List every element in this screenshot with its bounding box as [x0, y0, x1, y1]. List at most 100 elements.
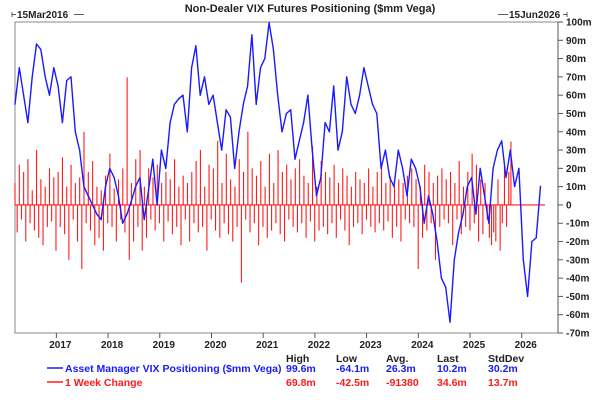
asset-manager-point — [173, 103, 175, 105]
asset-manager-point — [246, 85, 249, 87]
asset-manager-point — [44, 76, 46, 78]
asset-manager-point — [531, 240, 533, 243]
asset-manager-point — [311, 149, 313, 151]
y-tick-label: -20m — [566, 237, 589, 248]
x-tick-label: 2023 — [359, 340, 382, 351]
asset-manager-point — [518, 167, 520, 169]
asset-manager-point — [40, 48, 42, 51]
asset-manager-point — [100, 218, 102, 221]
y-tick-label: 60m — [566, 91, 586, 102]
y-tick-label: -40m — [566, 274, 589, 285]
asset-manager-point — [539, 185, 542, 187]
stats-value-asset-manager: -64.1m — [336, 363, 369, 375]
legend-label-asset-manager[interactable]: Asset Manager VIX Positioning ($mm Vega) — [65, 363, 281, 375]
y-tick-label: 10m — [566, 182, 586, 193]
y-tick-label: 90m — [566, 36, 586, 47]
asset-manager-point — [91, 204, 94, 206]
asset-manager-point — [445, 286, 447, 288]
asset-manager-point — [182, 94, 184, 96]
end-date-label: 15Jun2026 — [509, 10, 561, 21]
x-tick-label: 2019 — [153, 340, 176, 351]
asset-manager-point — [199, 94, 201, 96]
asset-manager-point — [315, 195, 318, 197]
stats-value-asset-manager: 26.3m — [386, 363, 416, 375]
asset-manager-point — [354, 112, 356, 115]
asset-manager-point — [393, 186, 395, 188]
stats-value-week-change: 34.6m — [437, 377, 467, 389]
legend-label-week-change[interactable]: 1 Week Change — [65, 377, 143, 389]
asset-manager-point — [104, 186, 107, 188]
x-tick-label: 2018 — [101, 340, 124, 351]
asset-manager-point — [449, 321, 451, 323]
asset-manager-point — [139, 176, 141, 179]
asset-manager-point — [165, 167, 167, 169]
y-tick-label: -60m — [566, 310, 589, 321]
asset-manager-point — [488, 222, 490, 224]
asset-manager-point — [66, 79, 68, 82]
stats-value-week-change: -91380 — [386, 377, 419, 389]
stats-value-week-change: 13.7m — [488, 377, 518, 389]
asset-manager-point — [492, 167, 494, 169]
asset-manager-point — [272, 48, 275, 51]
asset-manager-point — [298, 140, 300, 142]
stats-header: StdDev — [488, 353, 524, 365]
stats-value-asset-manager: 99.6m — [286, 363, 316, 375]
asset-manager-point — [389, 176, 391, 179]
asset-manager-point — [259, 67, 262, 69]
stats-value-week-change: -42.5m — [336, 377, 369, 389]
asset-manager-point — [341, 131, 343, 133]
asset-manager-point — [458, 231, 460, 233]
asset-manager-point — [414, 167, 417, 169]
asset-manager-point — [423, 222, 425, 224]
asset-manager-point — [113, 176, 115, 179]
asset-manager-point — [109, 167, 111, 169]
asset-manager-point — [35, 43, 38, 45]
stats-header: Last — [437, 353, 459, 365]
asset-manager-point — [294, 158, 296, 160]
asset-manager-point — [238, 131, 240, 133]
stats-table: High Low Avg. Last StdDev Asset Manager VIX … — [47, 353, 524, 389]
y-tick-label: -10m — [566, 219, 589, 230]
x-tick-label: 2017 — [49, 340, 72, 351]
asset-manager-points — [14, 22, 542, 323]
y-tick-label: -70m — [566, 329, 589, 340]
asset-manager-point — [169, 122, 171, 124]
asset-manager-point — [470, 176, 473, 179]
asset-manager-point — [96, 213, 98, 215]
asset-manager-point — [281, 131, 283, 133]
y-axis: 100m 90m 80m 70m 60m 50m 40m 30m 20m 10m 0 -10m -20m… — [557, 18, 592, 340]
y-tick-label: 30m — [566, 146, 586, 157]
y-tick-label: 80m — [566, 54, 586, 65]
asset-manager-point — [285, 112, 287, 115]
start-date-marker — [11, 12, 84, 17]
asset-manager-point — [440, 277, 443, 279]
x-tick-label: 2024 — [411, 340, 434, 351]
asset-manager-point — [479, 167, 481, 169]
week-change-bars — [14, 77, 545, 283]
asset-manager-point — [23, 94, 25, 96]
stats-values: 99.6m -64.1m 26.3m 10.2m 30.2m 69.8m -42.5m -91… — [286, 363, 518, 389]
asset-manager-point — [358, 94, 361, 96]
stats-value-asset-manager: 10.2m — [437, 363, 467, 375]
x-tick-label: 2026 — [515, 340, 538, 351]
y-tick-label: 20m — [566, 164, 586, 175]
asset-manager-point — [496, 149, 499, 151]
asset-manager-point — [212, 94, 214, 96]
asset-manager-point — [186, 131, 188, 133]
asset-manager-point — [57, 85, 59, 87]
asset-manager-point — [290, 109, 292, 111]
asset-manager-point — [475, 213, 477, 215]
asset-manager-point — [190, 67, 193, 69]
x-tick-label: 2022 — [308, 340, 331, 351]
asset-manager-point — [242, 103, 244, 105]
asset-manager-point — [514, 186, 516, 188]
y-tick-label: -50m — [566, 292, 589, 303]
x-tick-label: 2021 — [256, 340, 279, 351]
asset-manager-point — [126, 213, 128, 215]
asset-manager-point — [384, 149, 387, 151]
asset-manager-point — [70, 76, 72, 78]
asset-manager-point — [402, 167, 404, 169]
asset-manager-point — [130, 200, 132, 202]
asset-manager-point — [14, 103, 16, 105]
asset-manager-point — [302, 122, 305, 124]
